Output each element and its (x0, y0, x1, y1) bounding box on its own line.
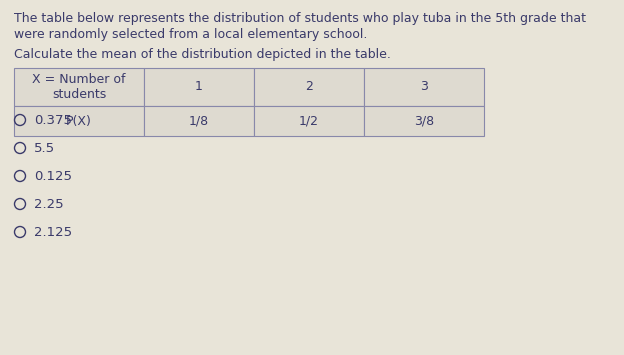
Text: were randomly selected from a local elementary school.: were randomly selected from a local elem… (14, 28, 368, 41)
Text: 5.5: 5.5 (34, 142, 55, 154)
Bar (144, 106, 254, 136)
Text: 1/8: 1/8 (189, 115, 209, 127)
Text: 2.125: 2.125 (34, 225, 72, 239)
Bar (364, 106, 484, 136)
Bar (14, 106, 144, 136)
Bar (144, 68, 254, 106)
Bar (254, 106, 364, 136)
Text: 2: 2 (305, 81, 313, 93)
Text: 3/8: 3/8 (414, 115, 434, 127)
Text: 3: 3 (420, 81, 428, 93)
Text: 1/2: 1/2 (299, 115, 319, 127)
Text: 2.25: 2.25 (34, 197, 64, 211)
Text: 1: 1 (195, 81, 203, 93)
Text: The table below represents the distribution of students who play tuba in the 5th: The table below represents the distribut… (14, 12, 586, 25)
Bar (364, 68, 484, 106)
Text: Calculate the mean of the distribution depicted in the table.: Calculate the mean of the distribution d… (14, 48, 391, 61)
Bar (254, 68, 364, 106)
Text: 0.125: 0.125 (34, 169, 72, 182)
Text: P(X): P(X) (66, 115, 92, 127)
Text: 0.375: 0.375 (34, 114, 72, 126)
Bar (14, 68, 144, 106)
Text: X = Number of
students: X = Number of students (32, 73, 126, 101)
